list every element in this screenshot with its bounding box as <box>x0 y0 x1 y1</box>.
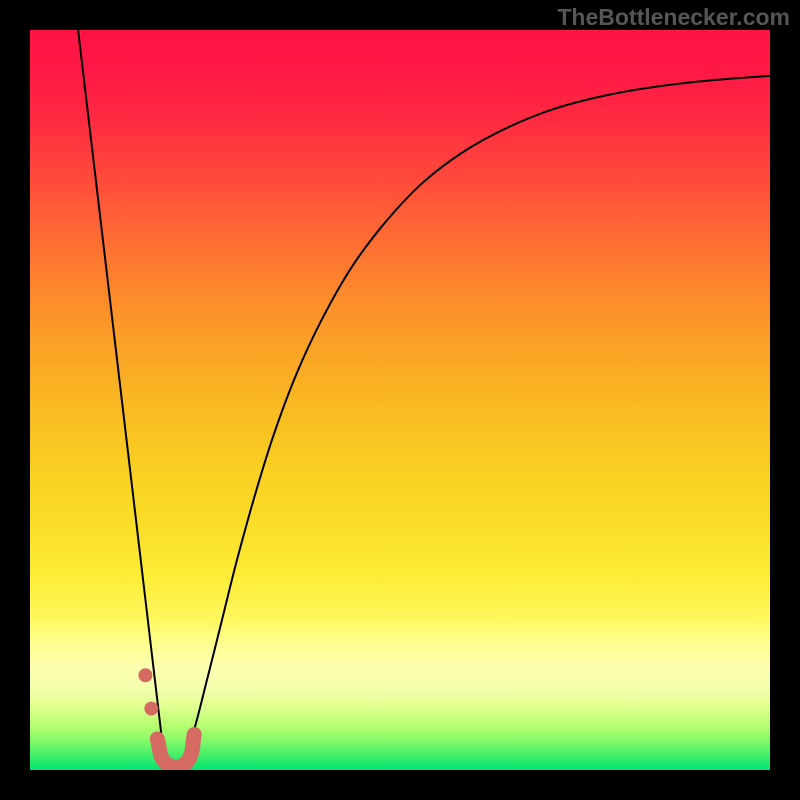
marker-dot-1 <box>138 668 152 682</box>
stage: TheBottlenecker.com <box>0 0 800 800</box>
gradient-background <box>30 30 770 770</box>
plot-svg <box>30 30 770 770</box>
marker-dot-0 <box>144 702 158 716</box>
plot-area <box>30 30 770 770</box>
watermark-text: TheBottlenecker.com <box>557 4 790 31</box>
